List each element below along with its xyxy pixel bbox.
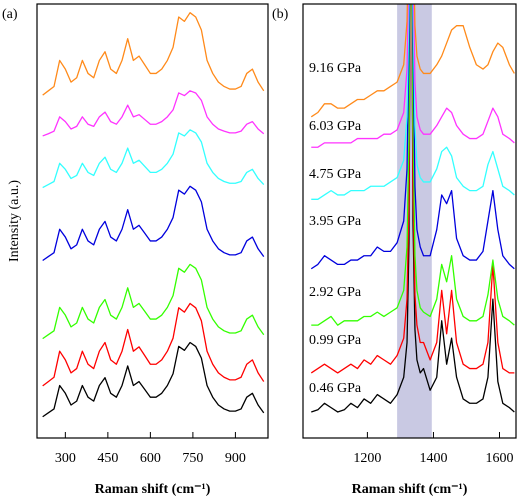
spectrum-line xyxy=(311,4,515,326)
series-label: 4.75 GPa xyxy=(309,167,362,182)
series-label: 0.99 GPa xyxy=(309,333,362,348)
series-label: 3.95 GPa xyxy=(309,214,362,229)
spectrum-line xyxy=(310,4,515,118)
panel: 300 450 600 750 900 Raman shift (cm⁻¹) (a) Inte… xyxy=(2,3,269,497)
spectrum-line xyxy=(42,90,265,137)
spectrum-line xyxy=(42,12,265,96)
series-group xyxy=(310,4,515,413)
spectrum-line xyxy=(311,4,515,200)
x-tick-label: 1400 xyxy=(419,451,447,466)
spectrum-line xyxy=(42,341,265,418)
y-axis-label: Intensity (a.u.) xyxy=(7,180,22,262)
panel-label: (a) xyxy=(2,7,18,22)
spectrum-line xyxy=(42,302,265,387)
spectrum-line xyxy=(311,4,515,148)
series-label: 2.92 GPa xyxy=(309,285,362,300)
spectrum-line xyxy=(311,4,515,413)
series-label: 0.46 GPa xyxy=(309,381,362,396)
panel: 0.46 GPa 0.99 GPa 2.92 GPa 3.95 GPa 4.75 GPa… xyxy=(272,3,517,497)
panel-label: (b) xyxy=(272,7,289,22)
spectrum-line xyxy=(310,4,515,374)
x-tick-label: 600 xyxy=(140,451,161,466)
series-group xyxy=(42,12,265,418)
plot-frame xyxy=(302,3,517,439)
spectrum-line xyxy=(42,185,265,262)
x-tick-label: 1600 xyxy=(485,451,513,466)
series-label: 9.16 GPa xyxy=(309,61,362,76)
series-label: 6.03 GPa xyxy=(309,119,362,134)
spectrum-line xyxy=(42,129,265,189)
x-tick-label: 1200 xyxy=(353,451,381,466)
spectrum-line xyxy=(310,4,515,270)
spectrum-line xyxy=(42,263,265,340)
plot-frame xyxy=(36,3,269,439)
x-tick-label: 900 xyxy=(225,451,246,466)
x-axis-label: Raman shift (cm⁻¹) xyxy=(352,482,468,497)
x-tick-label: 750 xyxy=(182,451,203,466)
x-tick-label: 450 xyxy=(97,451,118,466)
x-axis-label: Raman shift (cm⁻¹) xyxy=(95,482,211,497)
x-tick-label: 300 xyxy=(55,451,76,466)
